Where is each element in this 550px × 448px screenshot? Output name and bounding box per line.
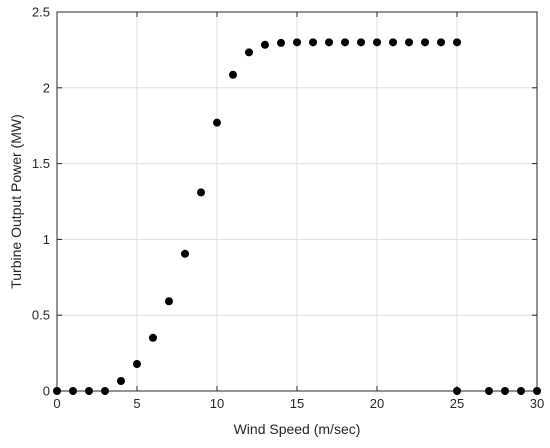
data-point — [293, 38, 301, 47]
data-points — [53, 38, 541, 395]
y-axis-label: Turbine Output Power (MW) — [8, 114, 24, 289]
y-tick-label: 0.5 — [32, 308, 50, 323]
data-point — [453, 387, 461, 395]
y-gridlines — [57, 87, 537, 316]
data-point — [165, 297, 173, 306]
data-point — [101, 387, 109, 395]
data-point — [437, 38, 445, 47]
y-axis-ticks: 0 0.5 1 1.5 2 2.5 — [32, 5, 537, 399]
x-axis-ticks: 0 5 10 15 20 25 30 — [53, 12, 544, 411]
y-tick-label: 2.5 — [32, 5, 50, 20]
data-point — [181, 249, 189, 258]
x-tick-label: 10 — [210, 396, 224, 411]
data-point — [133, 360, 141, 369]
data-point — [485, 387, 493, 395]
data-point — [421, 38, 429, 47]
data-point — [229, 70, 237, 79]
data-point — [245, 48, 253, 57]
data-point — [325, 38, 333, 47]
data-point — [373, 38, 381, 47]
data-point — [341, 38, 349, 47]
x-tick-label: 20 — [370, 396, 384, 411]
data-point — [277, 38, 285, 47]
y-tick-label: 1 — [43, 232, 50, 247]
data-point — [53, 387, 61, 395]
x-tick-label: 0 — [53, 396, 60, 411]
data-point — [117, 376, 125, 385]
data-point — [517, 387, 525, 395]
data-point — [405, 38, 413, 47]
data-point — [85, 387, 93, 395]
x-tick-label: 5 — [133, 396, 140, 411]
x-gridlines — [136, 12, 458, 391]
x-axis-label: Wind Speed (m/sec) — [234, 421, 361, 437]
data-point — [213, 118, 221, 127]
y-tick-label: 0 — [43, 384, 50, 399]
y-tick-label: 1.5 — [32, 156, 50, 171]
data-point — [261, 40, 269, 49]
data-point — [149, 333, 157, 342]
data-point — [389, 38, 397, 47]
data-point — [197, 188, 205, 197]
data-point — [309, 38, 317, 47]
y-tick-label: 2 — [43, 80, 50, 95]
data-point — [453, 38, 461, 47]
x-tick-label: 30 — [530, 396, 544, 411]
data-point — [501, 387, 509, 395]
data-point — [69, 387, 77, 395]
x-tick-label: 15 — [290, 396, 304, 411]
x-tick-label: 25 — [450, 396, 464, 411]
data-point — [533, 387, 541, 395]
data-point — [357, 38, 365, 47]
